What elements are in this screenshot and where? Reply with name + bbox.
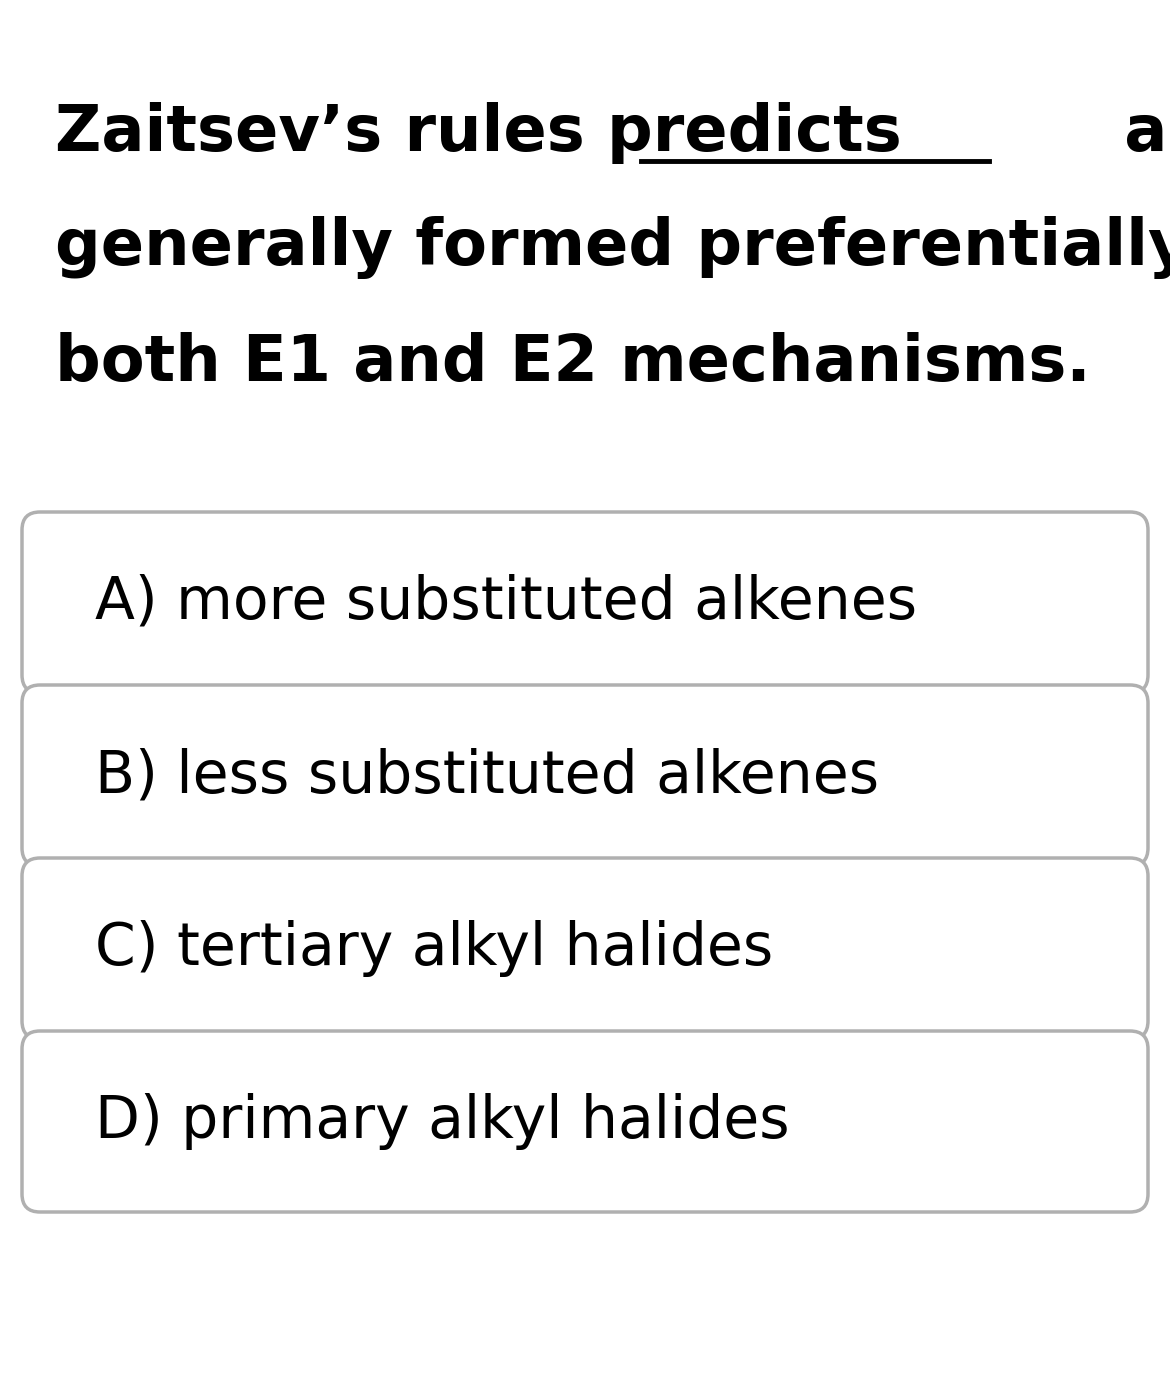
Text: generally formed preferentially by: generally formed preferentially by — [55, 216, 1170, 278]
FancyBboxPatch shape — [22, 1030, 1148, 1212]
Text: C) tertiary alkyl halides: C) tertiary alkyl halides — [95, 920, 773, 976]
FancyBboxPatch shape — [22, 857, 1148, 1039]
Text: D) primary alkyl halides: D) primary alkyl halides — [95, 1093, 790, 1150]
Text: B) less substituted alkenes: B) less substituted alkenes — [95, 747, 879, 805]
Text: Zaitsev’s rules predicts          are: Zaitsev’s rules predicts are — [55, 101, 1170, 163]
Text: A) more substituted alkenes: A) more substituted alkenes — [95, 573, 917, 632]
FancyBboxPatch shape — [22, 686, 1148, 866]
Text: both E1 and E2 mechanisms.: both E1 and E2 mechanisms. — [55, 331, 1090, 393]
FancyBboxPatch shape — [22, 512, 1148, 692]
